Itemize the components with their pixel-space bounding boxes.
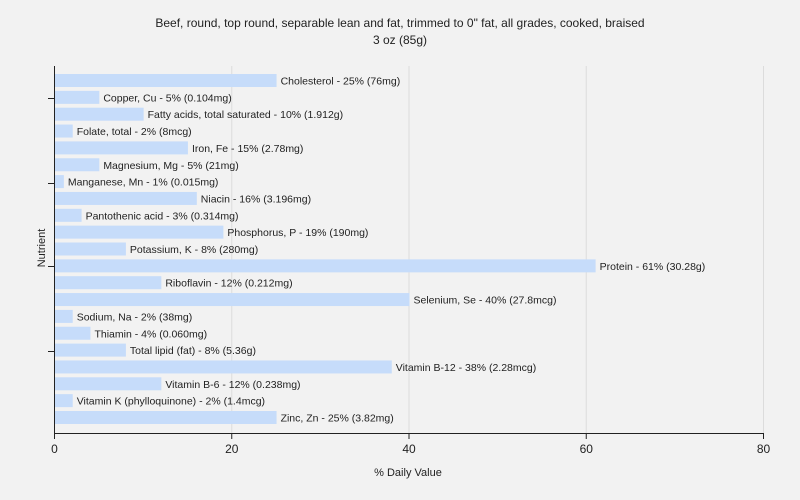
bar xyxy=(55,259,596,273)
bar xyxy=(55,293,410,307)
bar-label: Protein - 61% (30.28g) xyxy=(600,261,706,273)
bar-label: Total lipid (fat) - 8% (5.36g) xyxy=(130,345,256,357)
bar-label: Magnesium, Mg - 5% (21mg) xyxy=(103,160,238,172)
bar-label: Zinc, Zn - 25% (3.82mg) xyxy=(281,413,394,425)
bar-label: Niacin - 16% (3.196mg) xyxy=(201,193,311,205)
bar-label: Phosphorus, P - 19% (190mg) xyxy=(227,227,368,239)
x-tick-label: 80 xyxy=(757,442,771,456)
bar-label: Fatty acids, total saturated - 10% (1.91… xyxy=(148,109,344,121)
x-tick-label: 20 xyxy=(225,442,239,456)
bar xyxy=(55,242,126,256)
bar-label: Selenium, Se - 40% (27.8mcg) xyxy=(414,295,557,307)
bar xyxy=(55,394,73,408)
bar xyxy=(55,107,144,121)
bar xyxy=(55,309,73,323)
chart-title-block: Beef, round, top round, separable lean a… xyxy=(0,15,800,49)
bar xyxy=(55,158,100,172)
chart-subtitle: 3 oz (85g) xyxy=(372,33,428,47)
bar-label: Thiamin - 4% (0.060mg) xyxy=(94,328,207,340)
bar-label: Manganese, Mn - 1% (0.015mg) xyxy=(68,177,219,189)
bar xyxy=(55,360,392,374)
chart-title: Beef, round, top round, separable lean a… xyxy=(155,16,645,30)
x-tick-label: 40 xyxy=(402,442,416,456)
bar-label: Vitamin B-6 - 12% (0.238mg) xyxy=(165,379,300,391)
x-tick-label: 0 xyxy=(51,442,58,456)
bar-label: Folate, total - 2% (8mcg) xyxy=(77,126,192,138)
axes: 0 20 40 60 80 xyxy=(48,66,770,456)
bar-label: Copper, Cu - 5% (0.104mg) xyxy=(103,92,231,104)
bar-label: Sodium, Na - 2% (38mg) xyxy=(77,311,193,323)
bars: Cholesterol - 25% (76mg) Copper, Cu - 5% … xyxy=(55,74,705,425)
bar xyxy=(55,343,126,357)
y-axis-title: Nutrient xyxy=(36,229,48,268)
bar-label: Potassium, K - 8% (280mg) xyxy=(130,244,258,256)
bar xyxy=(55,208,82,222)
x-axis-title: % Daily Value xyxy=(374,467,442,479)
bar-label: Iron, Fe - 15% (2.78mg) xyxy=(192,143,303,155)
bar-label: Vitamin K (phylloquinone) - 2% (1.4mcg) xyxy=(77,396,265,408)
bar xyxy=(55,411,277,424)
bar xyxy=(55,74,277,87)
bar xyxy=(55,191,197,205)
bar-label: Pantothenic acid - 3% (0.314mg) xyxy=(86,210,239,222)
bar xyxy=(55,124,73,138)
bar xyxy=(55,276,162,290)
bar xyxy=(55,377,162,391)
bar xyxy=(55,141,188,155)
bar xyxy=(55,90,100,104)
bar-label: Riboflavin - 12% (0.212mg) xyxy=(165,278,292,290)
bar xyxy=(55,175,64,189)
bar xyxy=(55,225,224,239)
bar-label: Vitamin B-12 - 38% (2.28mcg) xyxy=(396,362,536,374)
x-tick-label: 60 xyxy=(580,442,594,456)
bar-label: Cholesterol - 25% (76mg) xyxy=(281,76,401,88)
bar xyxy=(55,326,91,340)
